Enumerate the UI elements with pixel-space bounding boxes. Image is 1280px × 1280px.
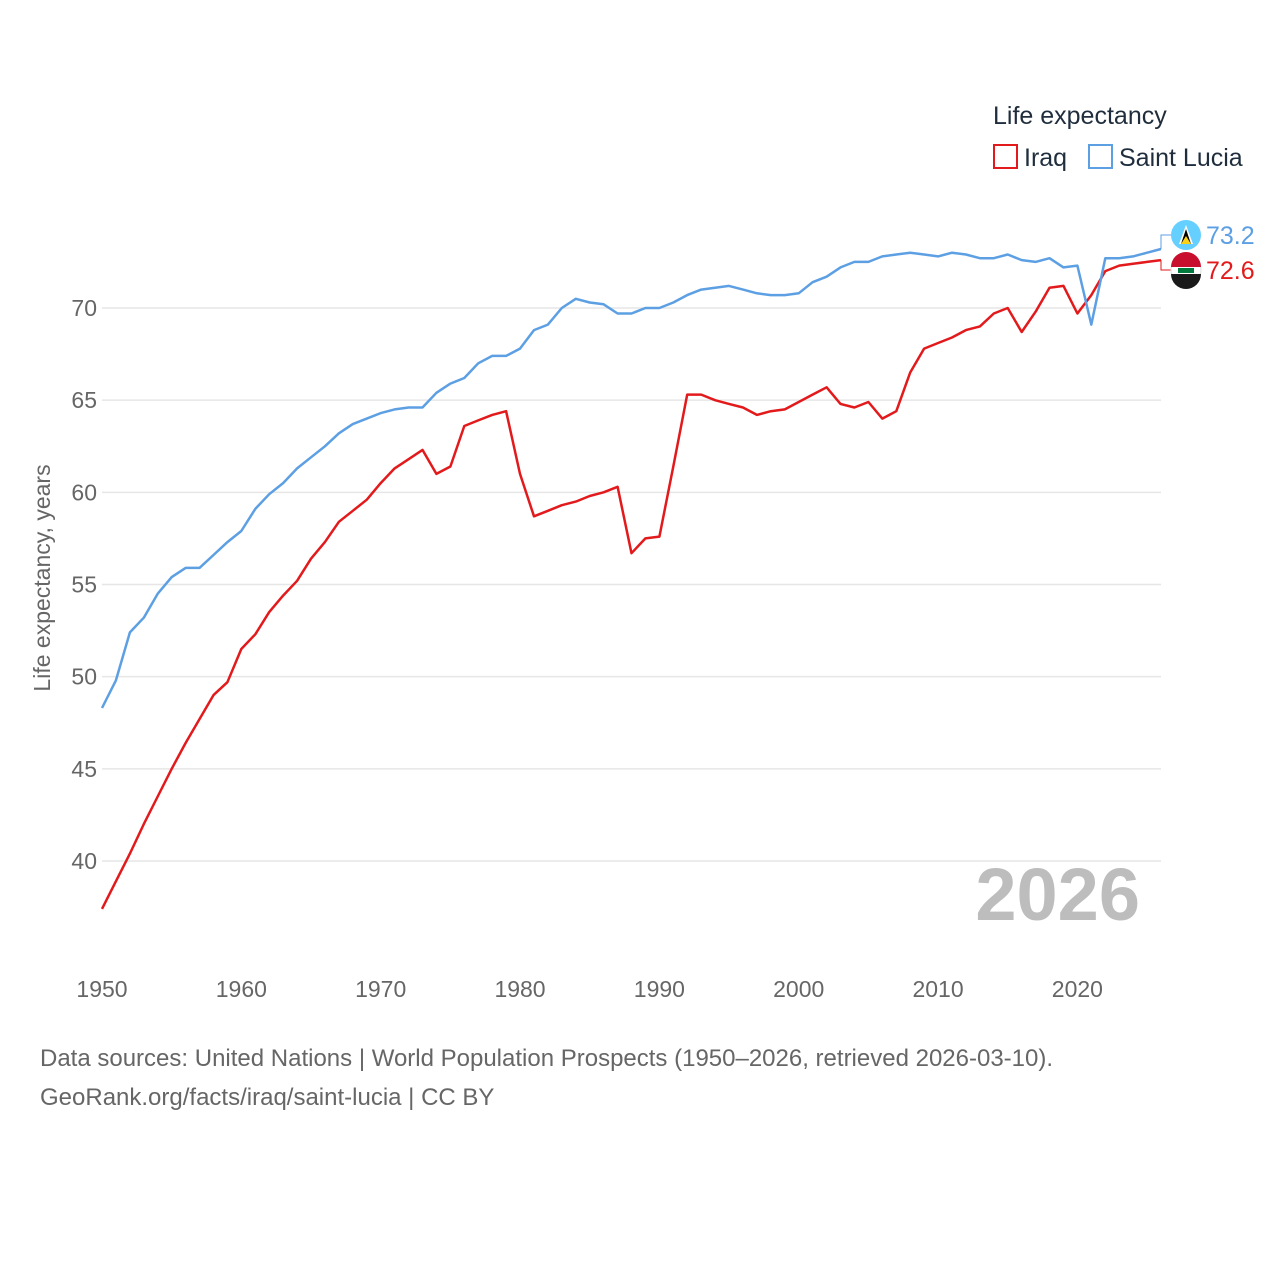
life-expectancy-chart: 40 45 50 55 60 65 70 1950 1960 1970 1980 1990 2000 2… [29, 102, 1255, 1002]
x-tick-label: 1990 [634, 976, 685, 1002]
attribution-link[interactable]: GeoRank.org/facts/iraq/saint-lucia | CC … [40, 1084, 495, 1111]
x-tick-label: 1960 [216, 976, 267, 1002]
x-tick-label: 1980 [494, 976, 545, 1002]
y-tick-label: 70 [71, 295, 97, 321]
x-tick-label: 1970 [355, 976, 406, 1002]
end-value-label-saint-lucia: 73.2 [1206, 222, 1255, 250]
x-tick-label: 1950 [76, 976, 127, 1002]
end-labels: 72.6 73.2 [1160, 220, 1255, 289]
end-connector-iraq [1160, 260, 1171, 271]
y-axis-ticks: 40 45 50 55 60 65 70 [71, 295, 97, 874]
legend-swatch-saint-lucia [1088, 144, 1113, 169]
y-tick-label: 40 [71, 848, 97, 874]
saint-lucia-flag-icon [1171, 220, 1201, 250]
legend: Life expectancy Iraq Saint Lucia [993, 102, 1243, 172]
series-line-saint-lucia[interactable] [100, 247, 1162, 709]
end-connector-saint-lucia [1160, 234, 1171, 250]
data-source-note: Data sources: United Nations | World Pop… [40, 1045, 1054, 1072]
series-line-iraq[interactable] [100, 258, 1162, 910]
y-tick-label: 45 [71, 756, 97, 782]
y-tick-label: 60 [71, 479, 97, 505]
legend-item-iraq[interactable]: Iraq [993, 144, 1067, 172]
legend-label-iraq: Iraq [1024, 144, 1067, 172]
x-tick-label: 2020 [1052, 976, 1103, 1002]
y-tick-label: 65 [71, 387, 97, 413]
legend-item-saint-lucia[interactable]: Saint Lucia [1088, 144, 1243, 172]
year-watermark: 2026 [975, 853, 1140, 936]
end-value-label-iraq: 72.6 [1206, 257, 1255, 285]
legend-label-saint-lucia: Saint Lucia [1119, 144, 1243, 172]
y-tick-label: 50 [71, 664, 97, 690]
y-axis-title: Life expectancy, years [29, 464, 55, 691]
x-tick-label: 2010 [912, 976, 963, 1002]
legend-title: Life expectancy [993, 102, 1167, 130]
x-axis-ticks: 1950 1960 1970 1980 1990 2000 2010 2020 [76, 976, 1103, 1002]
y-tick-label: 55 [71, 572, 97, 598]
iraq-flag-icon [1170, 252, 1202, 289]
x-tick-label: 2000 [773, 976, 824, 1002]
legend-swatch-iraq [993, 144, 1018, 169]
series-lines [100, 247, 1162, 910]
gridlines [102, 307, 1161, 862]
